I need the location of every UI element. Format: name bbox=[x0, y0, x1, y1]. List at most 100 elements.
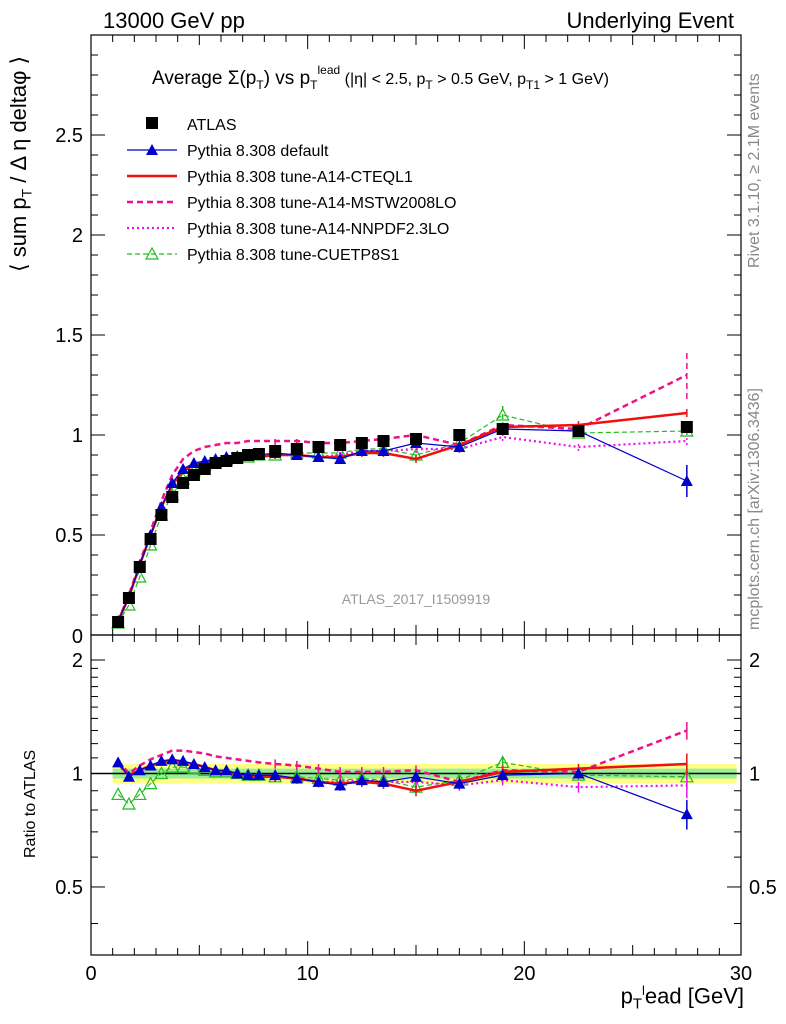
main-marker-data bbox=[231, 452, 244, 464]
main-marker-default bbox=[377, 445, 390, 456]
legend-label-cuetp8s1: Pythia 8.308 tune-CUETP8S1 bbox=[187, 247, 400, 264]
main-marker-data bbox=[166, 491, 179, 503]
main-marker-cuetp8s1 bbox=[495, 407, 510, 421]
legend: ATLAS Pythia 8.308 default Pythia 8.308 tu… bbox=[127, 117, 456, 264]
ratio-marker-default bbox=[242, 769, 255, 781]
ratio-marker-default bbox=[122, 770, 135, 782]
x-tick-label: 30 bbox=[730, 963, 752, 985]
main-marker-data bbox=[187, 469, 200, 481]
main-marker-data bbox=[269, 445, 282, 457]
main-marker-data bbox=[680, 421, 693, 433]
main-marker-data bbox=[572, 425, 585, 437]
ratio-marker-cuetp8s1 bbox=[154, 766, 169, 780]
main-marker-data bbox=[453, 429, 466, 441]
plot-title: Average Σ(pT) vs pTlead (|η| < 2.5, pT >… bbox=[152, 63, 609, 92]
x-tick-label: 10 bbox=[297, 963, 319, 985]
ratio-marker-default bbox=[334, 779, 347, 791]
legend-label-mstw: Pythia 8.308 tune-A14-MSTW2008LO bbox=[187, 195, 456, 212]
ratio-marker-default bbox=[410, 770, 422, 782]
main-series bbox=[111, 351, 694, 629]
ratio-marker-cuetp8s1 bbox=[111, 787, 126, 801]
legend-marker-cuetp8s1 bbox=[144, 246, 160, 260]
ratio-marker-default bbox=[133, 764, 146, 776]
ratio-marker-cuetp8s1 bbox=[132, 787, 147, 801]
main-marker-data bbox=[220, 455, 233, 467]
ratio-marker-default bbox=[312, 775, 325, 787]
ratio-marker-default bbox=[269, 769, 282, 781]
ratio-marker-default bbox=[453, 777, 466, 789]
ratio-marker-default bbox=[680, 808, 693, 820]
main-marker-default bbox=[187, 457, 200, 468]
ratio-marker-default bbox=[355, 774, 368, 786]
main-marker-data bbox=[334, 439, 347, 451]
legend-label-nnpdf: Pythia 8.308 tune-A14-NNPDF2.3LO bbox=[187, 221, 449, 238]
main-marker-data bbox=[122, 592, 135, 604]
main-marker-data bbox=[377, 435, 390, 447]
ratio-marker-default bbox=[112, 756, 125, 768]
main-marker-default bbox=[453, 441, 466, 452]
ratio-y-tick-label: 0.5 bbox=[55, 877, 83, 899]
main-marker-data bbox=[133, 561, 146, 573]
ratio-marker-default bbox=[177, 754, 190, 766]
legend-label-cteql1: Pythia 8.308 tune-A14-CTEQL1 bbox=[187, 169, 413, 186]
legend-label-default: Pythia 8.308 default bbox=[187, 143, 329, 160]
axis-ticks: 0.5 1 1.5 2 2.5 0 0 10 20 30 0.5 0.5 1 1 2 2 bbox=[55, 34, 777, 985]
main-marker-data bbox=[410, 433, 422, 445]
x-axis-label: pTlead [GeV] bbox=[620, 983, 744, 1013]
main-y-tick-label-zero: 0 bbox=[72, 626, 83, 648]
main-y-tick-label: 1.5 bbox=[55, 325, 83, 347]
main-marker-data bbox=[252, 448, 265, 460]
ratio-marker-default bbox=[220, 764, 233, 776]
ratio-marker-default bbox=[572, 767, 585, 779]
main-marker-data bbox=[496, 423, 509, 435]
ratio-marker-default bbox=[496, 769, 509, 781]
ratio-marker-cuetp8s1 bbox=[143, 776, 158, 790]
ratio-marker-default bbox=[377, 775, 390, 787]
main-marker-data bbox=[355, 437, 368, 449]
ratio-marker-cuetp8s1 bbox=[121, 796, 136, 810]
ratio-marker-cuetp8s1 bbox=[165, 759, 180, 773]
ratio-y-tick-label-right: 1 bbox=[749, 763, 760, 785]
main-marker-default bbox=[166, 477, 179, 488]
main-y-tick-label: 2 bbox=[72, 225, 83, 247]
main-marker-default bbox=[680, 475, 693, 486]
ratio-y-tick-label-right: 2 bbox=[749, 650, 760, 672]
main-marker-default bbox=[177, 463, 190, 474]
ratio-marker-default bbox=[166, 753, 179, 765]
main-marker-data bbox=[290, 443, 303, 455]
ratio-series bbox=[111, 721, 694, 830]
main-marker-default bbox=[312, 451, 325, 462]
main-marker-data bbox=[242, 449, 255, 461]
legend-label-data: ATLAS bbox=[187, 117, 237, 134]
main-marker-data bbox=[198, 463, 211, 475]
ratio-y-tick-label: 1 bbox=[72, 763, 83, 785]
ratio-marker-default bbox=[187, 757, 200, 769]
main-marker-data bbox=[177, 477, 190, 489]
ratio-y-tick-label-right: 0.5 bbox=[749, 877, 777, 899]
main-y-tick-label: 1 bbox=[72, 425, 83, 447]
main-marker-data bbox=[209, 457, 222, 469]
main-y-tick-label: 2.5 bbox=[55, 125, 83, 147]
ratio-marker-default bbox=[290, 772, 303, 784]
x-tick-label: 20 bbox=[513, 963, 535, 985]
header-right: Underlying Event bbox=[566, 8, 734, 33]
ratio-marker-cuetp8s1 bbox=[176, 759, 191, 773]
ratio-marker-default bbox=[198, 761, 211, 773]
main-marker-data bbox=[144, 533, 157, 545]
main-marker-data bbox=[112, 616, 125, 628]
main-y-tick-label: 0.5 bbox=[55, 525, 83, 547]
main-marker-data bbox=[312, 441, 325, 453]
x-tick-label: 0 bbox=[85, 963, 96, 985]
main-line-cteql1 bbox=[116, 411, 687, 622]
ratio-marker-default bbox=[155, 754, 168, 766]
ratio-marker-default bbox=[144, 759, 157, 771]
ratio-y-tick-label: 2 bbox=[72, 650, 83, 672]
watermark: ATLAS_2017_I1509919 bbox=[342, 591, 491, 607]
main-marker-default bbox=[334, 453, 347, 464]
main-marker-default bbox=[355, 445, 368, 456]
legend-marker-data bbox=[146, 117, 158, 129]
ratio-marker-default bbox=[252, 769, 265, 781]
header-left: 13000 GeV pp bbox=[103, 8, 245, 33]
main-line-mstw bbox=[116, 373, 688, 622]
